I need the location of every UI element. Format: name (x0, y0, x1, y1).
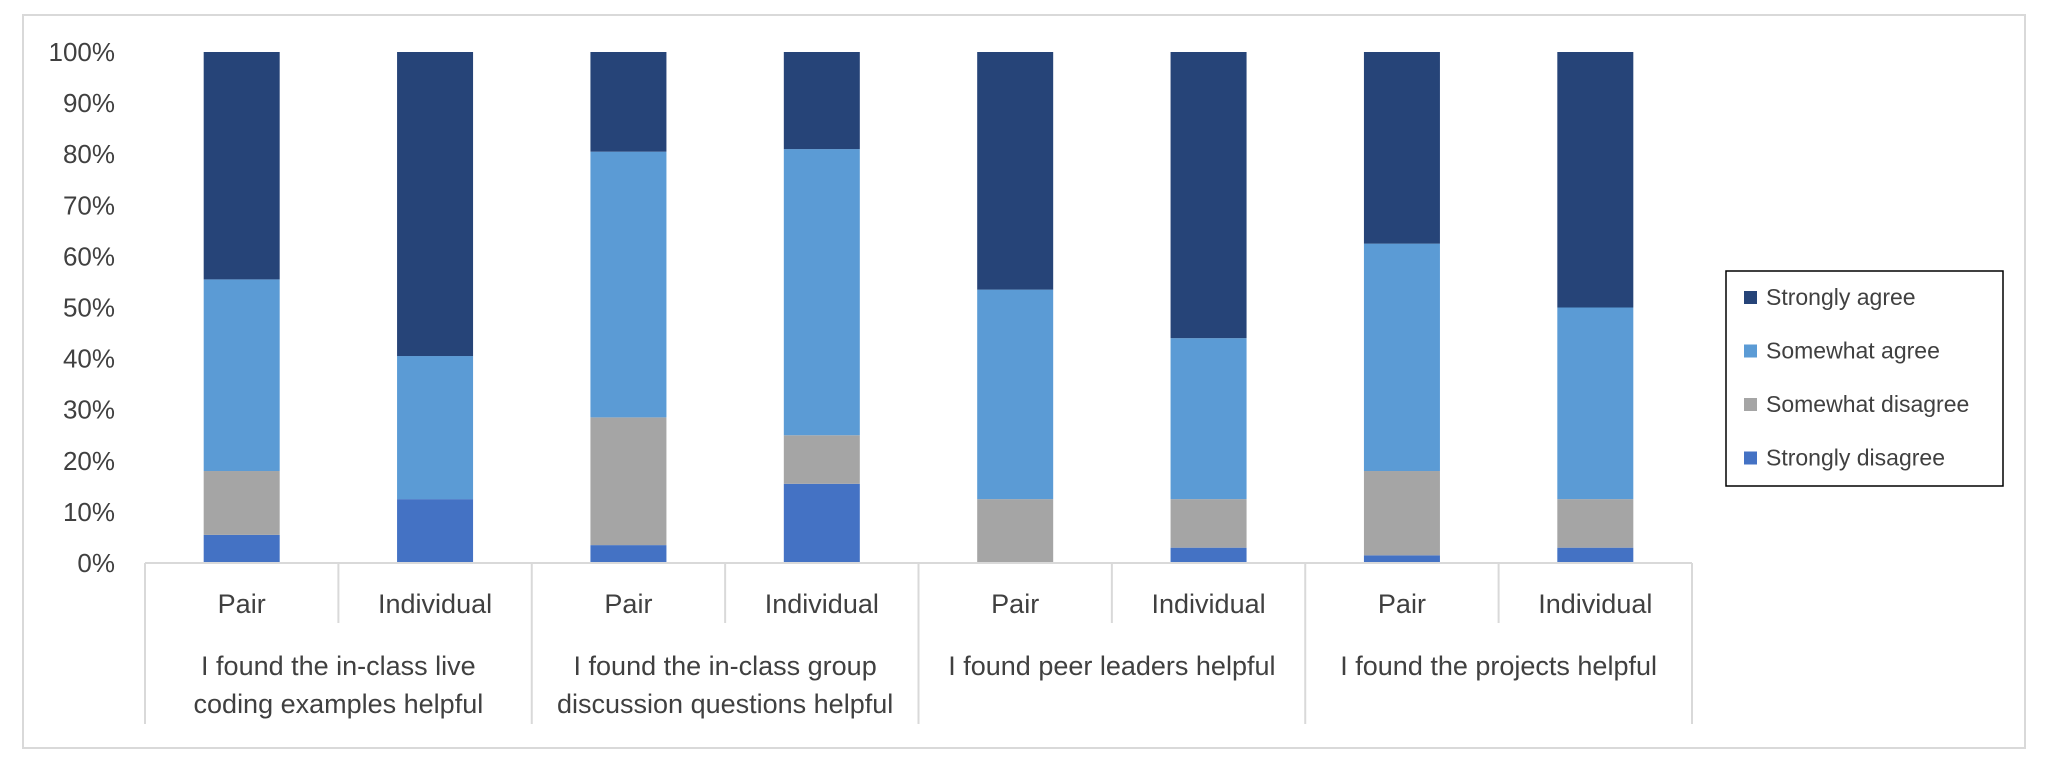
legend-swatch (1744, 344, 1757, 358)
x-category-label: Individual (1538, 589, 1652, 619)
x-group-label: I found peer leaders helpful (948, 651, 1275, 681)
x-category-label: Pair (1378, 589, 1426, 619)
x-category-label: Pair (604, 589, 652, 619)
bar-segment-somewhat-agree (1363, 243, 1440, 472)
bar-segment-somewhat-agree (1557, 307, 1634, 500)
bar-segment-somewhat-disagree (783, 435, 860, 484)
y-tick-label: 60% (63, 241, 115, 271)
bar-segment-somewhat-disagree (977, 499, 1054, 563)
bar-segment-somewhat-agree (397, 356, 474, 500)
bar-segment-strongly-agree (977, 52, 1054, 290)
y-tick-label: 20% (63, 446, 115, 476)
y-tick-label: 50% (63, 293, 115, 323)
legend-label: Strongly disagree (1766, 445, 1945, 471)
y-tick-label: 80% (63, 139, 115, 169)
bar-segment-somewhat-disagree (1170, 499, 1247, 548)
x-category-label: Pair (218, 589, 266, 619)
bar-segment-strongly-agree (203, 52, 280, 280)
bar-segment-somewhat-agree (203, 279, 280, 472)
y-tick-label: 0% (77, 548, 115, 578)
bar-segment-strongly-agree (1557, 52, 1634, 308)
bar-segment-somewhat-agree (977, 289, 1054, 500)
legend-swatch (1744, 291, 1757, 304)
x-group-label: I found the in-class live (201, 651, 476, 681)
bar-segment-somewhat-agree (590, 151, 667, 418)
y-tick-label: 70% (63, 190, 115, 220)
bar-segment-strongly-disagree (1170, 547, 1247, 563)
bar-segment-somewhat-disagree (590, 417, 667, 546)
bar-segment-somewhat-disagree (1557, 499, 1634, 548)
bar-segment-somewhat-disagree (1363, 471, 1440, 556)
bar-segment-strongly-disagree (1557, 547, 1634, 563)
x-group-label: coding examples helpful (194, 689, 484, 719)
legend-label: Somewhat agree (1766, 338, 1940, 364)
bar-segment-strongly-agree (590, 52, 667, 152)
bar-segment-strongly-agree (783, 52, 860, 150)
bar-segment-strongly-disagree (203, 534, 280, 563)
x-group-label: discussion questions helpful (557, 689, 893, 719)
legend-box (1725, 270, 2004, 487)
bar-segment-strongly-agree (1170, 52, 1247, 339)
y-tick-label: 30% (63, 395, 115, 425)
legend-label: Strongly agree (1766, 284, 1916, 310)
x-category-label: Individual (765, 589, 879, 619)
bar-segment-somewhat-agree (1170, 338, 1247, 500)
legend-swatch (1744, 451, 1757, 465)
x-group-label: I found the projects helpful (1340, 651, 1657, 681)
x-group-label: I found the in-class group (574, 651, 877, 681)
bar-segment-strongly-disagree (590, 545, 667, 563)
x-category-label: Individual (1152, 589, 1266, 619)
bar-segment-strongly-disagree (1363, 555, 1440, 563)
bar-segment-somewhat-agree (783, 149, 860, 436)
y-tick-label: 10% (63, 497, 115, 527)
x-category-label: Pair (991, 589, 1039, 619)
bar-segment-strongly-disagree (397, 499, 474, 563)
bar-segment-strongly-agree (397, 52, 474, 357)
legend-label: Somewhat disagree (1766, 391, 1969, 417)
x-category-label: Individual (378, 589, 492, 619)
y-tick-label: 40% (63, 344, 115, 374)
bar-segment-strongly-disagree (783, 483, 860, 563)
bar-segment-somewhat-disagree (203, 471, 280, 535)
legend-swatch (1744, 398, 1757, 411)
y-tick-label: 90% (63, 88, 115, 118)
bar-segment-strongly-agree (1363, 52, 1440, 244)
y-tick-label: 100% (49, 37, 116, 67)
